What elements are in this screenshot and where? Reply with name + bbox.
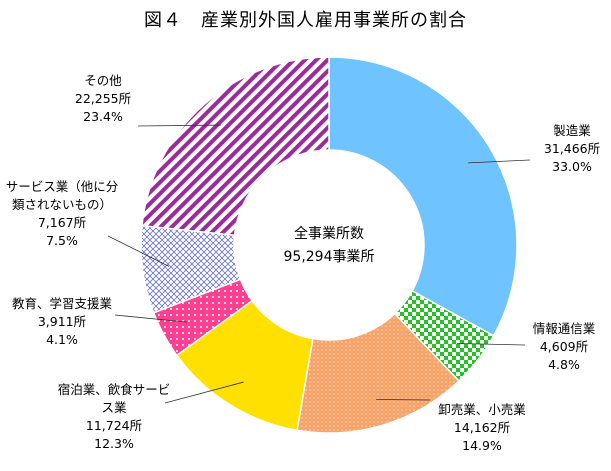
slice-label-3-line-1: ス業 (101, 400, 127, 415)
slice-label-3-line-2: 11,724所 (86, 418, 142, 433)
slice-0 (328, 56, 518, 337)
slice-label-6-line-0: その他 (84, 73, 122, 88)
chart-title: 図４ 産業別外国人雇用事業所の割合 (144, 10, 467, 31)
slice-label-1-line-1: 4,609所 (540, 339, 588, 354)
leader-line-2 (376, 399, 431, 401)
slice-label-3-line-0: 宿泊業、飲食サービ (58, 382, 171, 397)
slice-label-4-line-1: 3,911所 (38, 314, 86, 329)
slice-label-2-line-1: 14,162所 (454, 420, 510, 435)
slice-2 (296, 312, 460, 434)
slice-label-0-line-1: 31,466所 (544, 141, 600, 156)
slice-label-1-line-0: 情報通信業 (533, 321, 596, 336)
slice-label-3-line-3: 12.3% (94, 436, 134, 451)
leader-line-4 (114, 314, 188, 323)
slice-label-5-line-1: 類されないもの） (12, 197, 112, 212)
center-label-title: 全事業所数 (294, 225, 364, 242)
slice-label-5-line-2: 7,167所 (38, 215, 86, 230)
slice-6 (141, 56, 330, 237)
leader-line-5 (107, 235, 170, 267)
slice-label-6-line-2: 23.4% (83, 109, 123, 124)
slice-label-0-line-2: 33.0% (552, 159, 592, 174)
leader-line-6 (137, 124, 221, 127)
leader-line-0 (468, 159, 531, 164)
slice-label-2-line-2: 14.9% (462, 438, 502, 453)
leader-line-1 (456, 343, 526, 346)
slice-label-5-line-0: サービス業（他に分 (6, 179, 119, 194)
leader-line-3 (164, 381, 244, 404)
slice-label-2-line-0: 卸売業、小売業 (438, 402, 526, 417)
center-label-total: 95,294事業所 (284, 249, 375, 265)
slice-label-5-line-3: 7.5% (46, 233, 78, 248)
slice-label-0-line-0: 製造業 (553, 123, 591, 138)
slice-label-6-line-1: 22,255所 (75, 91, 131, 106)
slice-label-4-line-0: 教育、学習支援業 (12, 296, 113, 311)
slice-label-1-line-2: 4.8% (548, 357, 580, 372)
slice-label-4-line-2: 4.1% (46, 332, 78, 347)
